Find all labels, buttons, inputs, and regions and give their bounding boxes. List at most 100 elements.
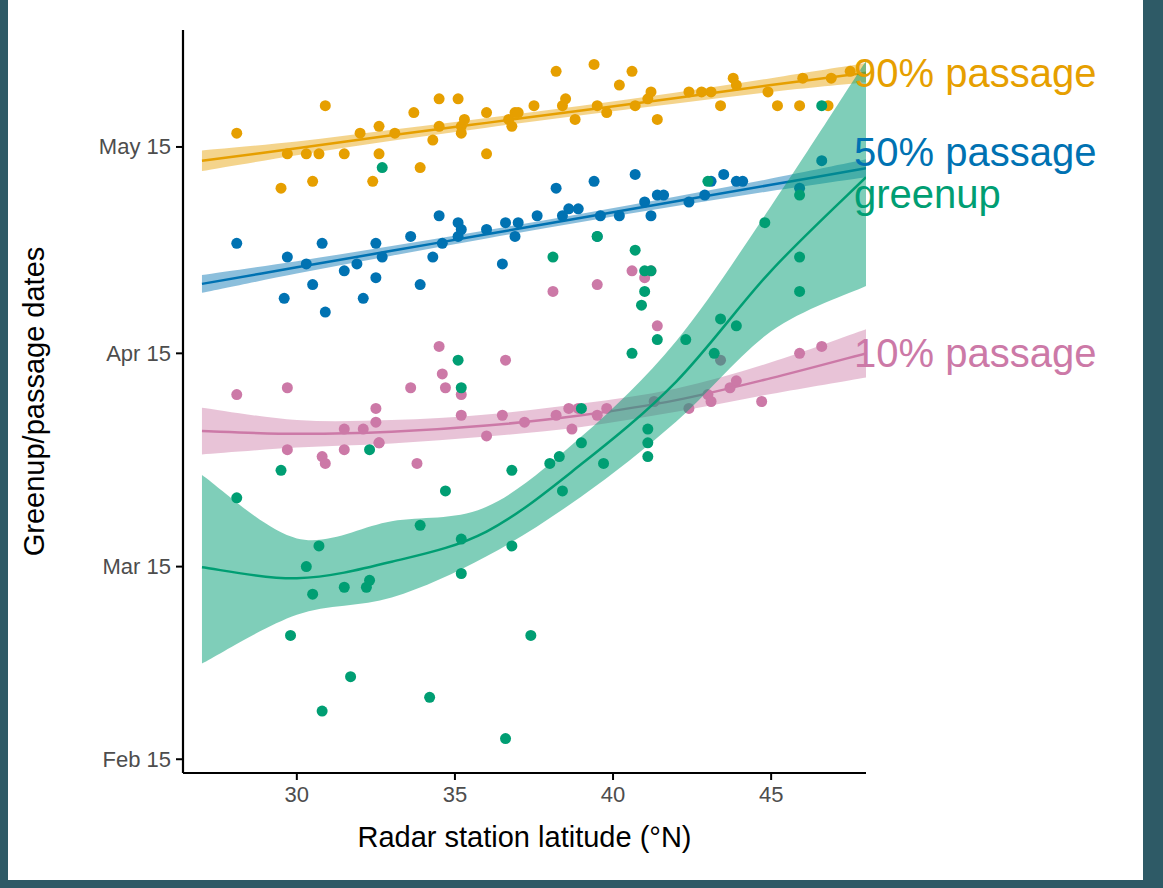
x-tick bbox=[454, 773, 456, 780]
data-point bbox=[313, 540, 324, 551]
data-point bbox=[794, 286, 805, 297]
data-point bbox=[816, 341, 827, 352]
data-point bbox=[816, 100, 827, 111]
data-point bbox=[374, 437, 385, 448]
data-point bbox=[598, 458, 609, 469]
data-point bbox=[320, 100, 331, 111]
data-point bbox=[506, 465, 517, 476]
data-point bbox=[645, 265, 656, 276]
data-point bbox=[639, 286, 650, 297]
data-point bbox=[680, 334, 691, 345]
data-point bbox=[762, 86, 773, 97]
data-point bbox=[500, 217, 511, 228]
data-point bbox=[415, 162, 426, 173]
data-point bbox=[731, 320, 742, 331]
data-point bbox=[415, 520, 426, 531]
data-point bbox=[434, 93, 445, 104]
data-point bbox=[563, 403, 574, 414]
y-tick-label: May 15 bbox=[99, 134, 171, 159]
data-point bbox=[301, 148, 312, 159]
data-point bbox=[231, 128, 242, 139]
data-point bbox=[636, 300, 647, 311]
series-label: greenup bbox=[854, 172, 1001, 216]
x-axis-title: Radar station latitude (°N) bbox=[358, 821, 692, 853]
chart: Feb 15Mar 15Apr 15May 1530354045Radar st… bbox=[0, 0, 1163, 888]
data-point bbox=[339, 582, 350, 593]
data-point bbox=[370, 272, 381, 283]
data-point bbox=[614, 80, 625, 91]
data-point bbox=[566, 424, 577, 435]
data-point bbox=[627, 348, 638, 359]
data-point bbox=[481, 107, 492, 118]
data-point bbox=[715, 313, 726, 324]
data-point bbox=[794, 348, 805, 359]
data-point bbox=[339, 444, 350, 455]
data-point bbox=[525, 630, 536, 641]
data-point bbox=[592, 279, 603, 290]
plot-data bbox=[202, 59, 866, 744]
data-point bbox=[453, 93, 464, 104]
data-point bbox=[370, 417, 381, 428]
data-point bbox=[440, 382, 451, 393]
data-point bbox=[405, 382, 416, 393]
data-point bbox=[279, 293, 290, 304]
data-point bbox=[317, 706, 328, 717]
data-point bbox=[570, 114, 581, 125]
data-point bbox=[456, 410, 467, 421]
data-point bbox=[456, 568, 467, 579]
data-point bbox=[794, 100, 805, 111]
data-point bbox=[589, 176, 600, 187]
data-point bbox=[510, 231, 521, 242]
data-point bbox=[715, 100, 726, 111]
data-point bbox=[307, 176, 318, 187]
data-point bbox=[576, 437, 587, 448]
y-tick bbox=[176, 352, 183, 354]
x-tick bbox=[296, 773, 298, 780]
confidence-band bbox=[202, 63, 866, 171]
data-point bbox=[459, 114, 470, 125]
data-point bbox=[794, 252, 805, 263]
data-point bbox=[355, 128, 366, 139]
fit-line bbox=[202, 73, 866, 161]
data-point bbox=[702, 176, 713, 187]
data-point bbox=[285, 630, 296, 641]
data-point bbox=[374, 437, 385, 448]
data-point bbox=[364, 444, 375, 455]
data-point bbox=[642, 424, 653, 435]
data-point bbox=[313, 148, 324, 159]
data-point bbox=[434, 341, 445, 352]
confidence-band bbox=[202, 329, 866, 454]
data-point bbox=[652, 320, 663, 331]
x-tick-label: 35 bbox=[443, 782, 467, 807]
data-point bbox=[551, 183, 562, 194]
data-point bbox=[645, 265, 656, 276]
x-axis-line bbox=[183, 772, 866, 774]
y-axis-title: Greenup/passage dates bbox=[18, 247, 50, 557]
y-tick bbox=[176, 566, 183, 568]
data-point bbox=[554, 451, 565, 462]
data-point bbox=[759, 217, 770, 228]
data-point bbox=[345, 671, 356, 682]
data-point bbox=[557, 485, 568, 496]
data-point bbox=[642, 437, 653, 448]
data-point bbox=[358, 293, 369, 304]
data-point bbox=[374, 148, 385, 159]
data-point bbox=[658, 190, 669, 201]
y-tick-label: Apr 15 bbox=[106, 341, 171, 366]
data-point bbox=[528, 100, 539, 111]
data-point bbox=[551, 66, 562, 77]
data-point bbox=[772, 100, 783, 111]
data-point bbox=[506, 540, 517, 551]
data-point bbox=[532, 210, 543, 221]
data-point bbox=[497, 258, 508, 269]
data-point bbox=[408, 107, 419, 118]
data-point bbox=[706, 396, 717, 407]
y-tick bbox=[176, 758, 183, 760]
fit-line bbox=[202, 177, 866, 578]
data-point bbox=[231, 389, 242, 400]
data-point bbox=[652, 334, 663, 345]
data-point bbox=[405, 231, 416, 242]
data-point bbox=[339, 265, 350, 276]
data-point bbox=[367, 176, 378, 187]
x-tick bbox=[612, 773, 614, 780]
